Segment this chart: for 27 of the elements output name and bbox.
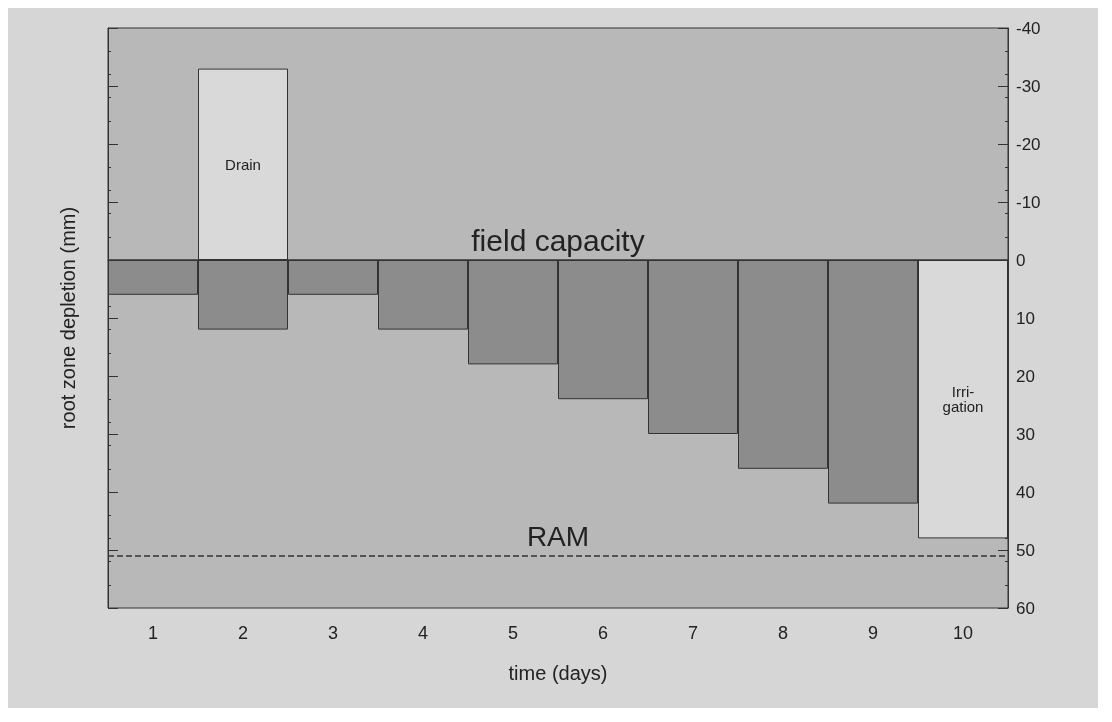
y-tick-label: -20: [1016, 134, 1041, 154]
y-tick-label: -30: [1016, 76, 1041, 96]
data-label: Drain: [225, 155, 261, 173]
y-tick-label: 60: [1016, 598, 1035, 618]
ref-line-label: RAM: [526, 521, 590, 553]
x-tick-label: 4: [417, 623, 429, 643]
x-tick-label: 2: [237, 623, 249, 643]
x-tick-label: 3: [327, 623, 339, 643]
y-tick-label: 30: [1016, 424, 1035, 444]
x-tick-label: 1: [147, 623, 159, 643]
x-tick-label: 10: [952, 623, 974, 643]
ref-line-label: field capacity: [471, 223, 645, 257]
y-tick-label: -40: [1016, 18, 1041, 38]
x-tick-label: 7: [687, 623, 699, 643]
x-tick-label: 5: [507, 623, 519, 643]
x-tick-label: 8: [777, 623, 789, 643]
y-axis-title: root zone depletion (mm): [57, 206, 79, 430]
y-tick-label: 20: [1016, 366, 1035, 386]
x-tick-label: 6: [597, 623, 609, 643]
x-axis-title: time (days): [508, 662, 608, 684]
y-tick-label: 10: [1016, 308, 1035, 328]
y-tick-label: 40: [1016, 482, 1035, 502]
y-tick-label: 0: [1016, 250, 1026, 270]
x-tick-label: 9: [867, 623, 879, 643]
y-tick-label: -10: [1016, 192, 1041, 212]
y-tick-label: 50: [1016, 540, 1035, 560]
data-label: Irri- gation: [942, 383, 984, 416]
